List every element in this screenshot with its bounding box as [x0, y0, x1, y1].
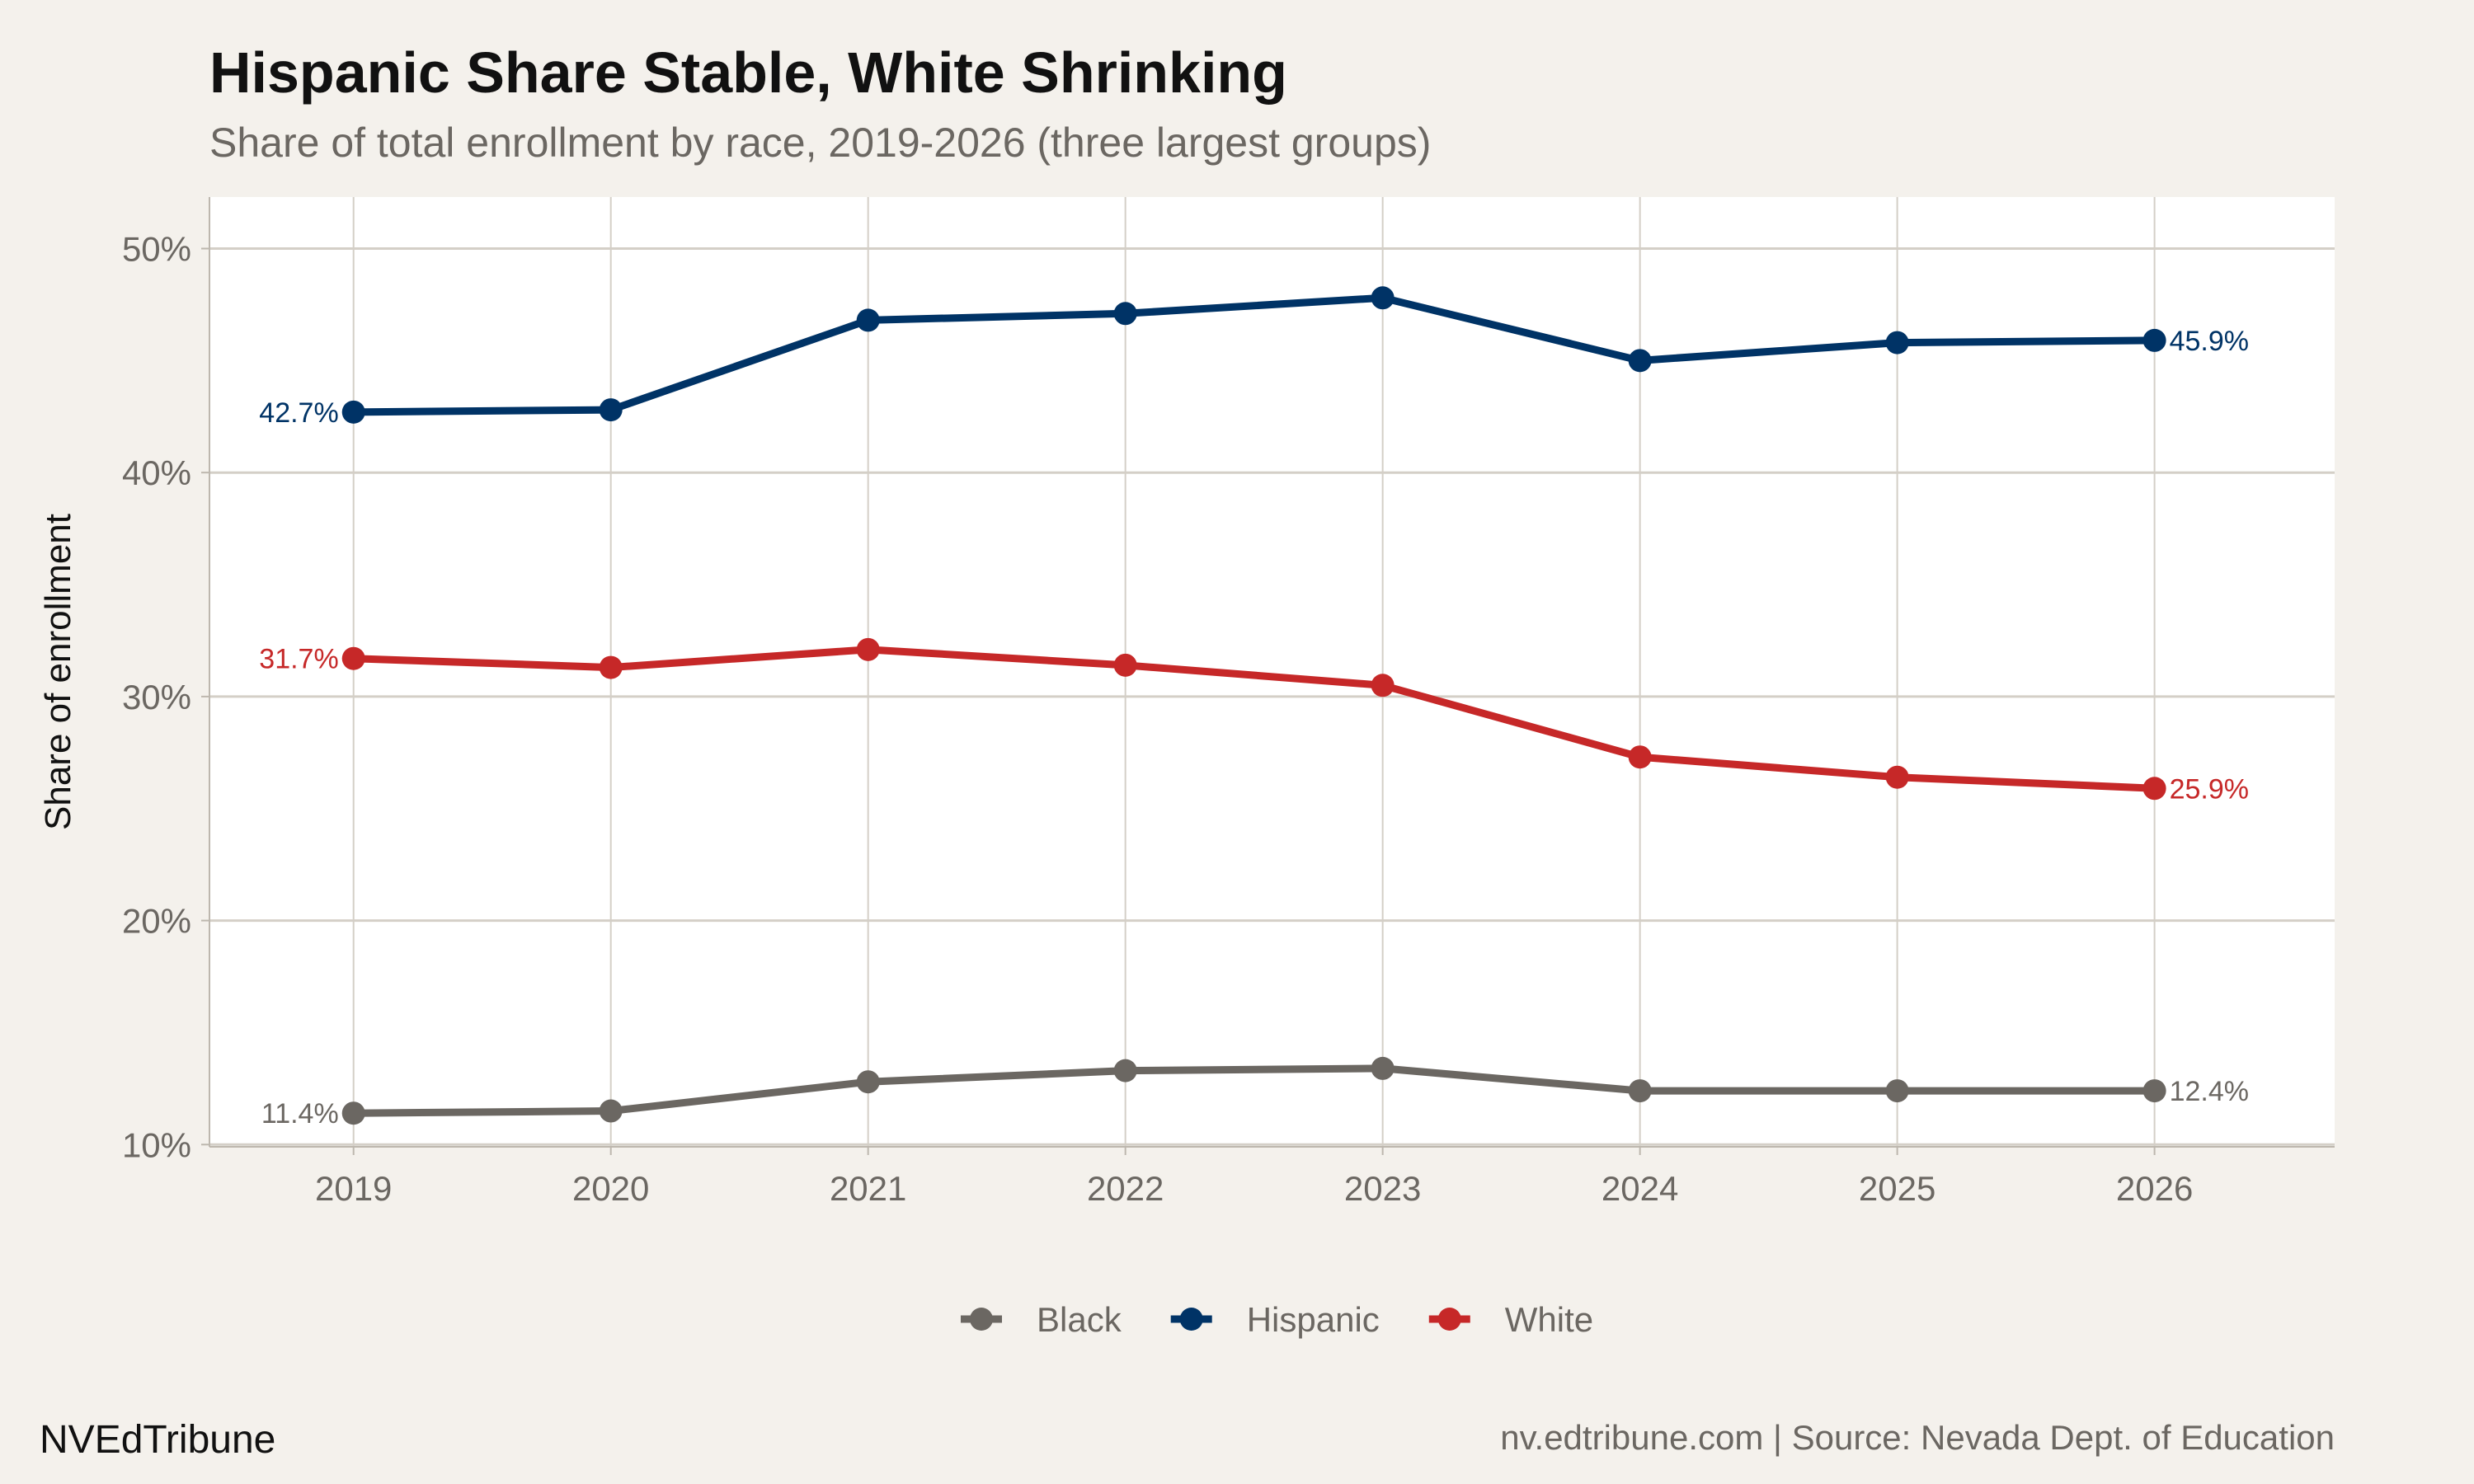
x-tick-label: 2021 — [830, 1169, 906, 1208]
caption-source: nv.edtribune.com | Source: Nevada Dept. … — [1500, 1418, 2335, 1457]
data-point — [1113, 653, 1137, 677]
data-point — [341, 400, 365, 424]
x-tick-label: 2022 — [1087, 1169, 1164, 1208]
series-line-white — [353, 646, 2155, 792]
series-line-black — [353, 1064, 2155, 1117]
start-value-label: 42.7% — [259, 397, 338, 429]
start-value-label: 11.4% — [261, 1098, 339, 1129]
legend-key-point — [1437, 1308, 1461, 1331]
y-tick-label: 50% — [122, 229, 191, 268]
y-axis-label: Share of enrollment — [38, 514, 78, 830]
plot-panel — [209, 197, 2335, 1147]
legend: Black Hispanic White — [961, 1300, 1593, 1339]
caption-brand: NVEdTribune — [40, 1418, 275, 1462]
data-point — [1371, 1056, 1395, 1080]
series-layer: 11.4% 12.4% 42.7% 45.9% 31.7% 25.9% — [259, 286, 2249, 1129]
legend-label: Hispanic — [1247, 1300, 1380, 1339]
end-value-label: 25.9% — [2170, 773, 2249, 805]
data-point — [1371, 674, 1395, 697]
data-point — [2142, 1079, 2166, 1103]
data-point — [856, 1070, 880, 1094]
axes: 2019 2020 2021 2022 2023 2024 2025 2026 10% 20% 30… — [122, 197, 2335, 1208]
data-point — [856, 637, 880, 661]
data-point — [1885, 765, 1909, 789]
x-tick-label: 2024 — [1602, 1169, 1678, 1208]
end-value-label: 12.4% — [2170, 1076, 2249, 1107]
end-value-label: 45.9% — [2170, 326, 2249, 357]
x-tick-label: 2025 — [1859, 1169, 1935, 1208]
y-tick-label: 30% — [122, 678, 191, 716]
legend-item-white: White — [1428, 1300, 1593, 1339]
data-point — [1113, 1059, 1137, 1082]
data-point — [1113, 302, 1137, 326]
x-tick-label: 2019 — [315, 1169, 392, 1208]
data-point — [341, 646, 365, 670]
legend-key-point — [1179, 1308, 1203, 1331]
legend-label: Black — [1037, 1300, 1122, 1339]
legend-item-hispanic: Hispanic — [1170, 1300, 1380, 1339]
data-point — [1628, 745, 1652, 769]
x-tick-label: 2026 — [2116, 1169, 2193, 1208]
series-black: 11.4% 12.4% — [261, 1056, 2249, 1129]
y-tick-label: 40% — [122, 453, 191, 492]
data-point — [2142, 328, 2166, 352]
start-value-label: 31.7% — [259, 644, 338, 675]
chart-title: Hispanic Share Stable, White Shrinking — [209, 40, 1287, 105]
data-point — [341, 1101, 365, 1125]
data-point — [599, 655, 623, 679]
data-point — [599, 398, 623, 422]
legend-label: White — [1505, 1300, 1593, 1339]
y-tick-label: 10% — [122, 1125, 191, 1164]
legend-item-black: Black — [961, 1300, 1122, 1339]
data-point — [856, 308, 880, 332]
legend-key-point — [970, 1308, 993, 1331]
series-line-hispanic — [353, 294, 2155, 416]
data-point — [1885, 1079, 1909, 1103]
chart-subtitle: Share of total enrollment by race, 2019-… — [209, 120, 1431, 166]
series-white: 31.7% 25.9% — [259, 637, 2249, 805]
data-point — [2142, 777, 2166, 801]
x-tick-label: 2020 — [572, 1169, 649, 1208]
data-point — [1885, 331, 1909, 355]
series-hispanic: 42.7% 45.9% — [259, 286, 2249, 429]
y-tick-label: 20% — [122, 902, 191, 941]
grid — [209, 197, 2335, 1147]
x-tick-label: 2023 — [1344, 1169, 1421, 1208]
data-point — [1628, 1079, 1652, 1103]
data-point — [599, 1099, 623, 1123]
data-point — [1628, 349, 1652, 373]
data-point — [1371, 286, 1395, 310]
